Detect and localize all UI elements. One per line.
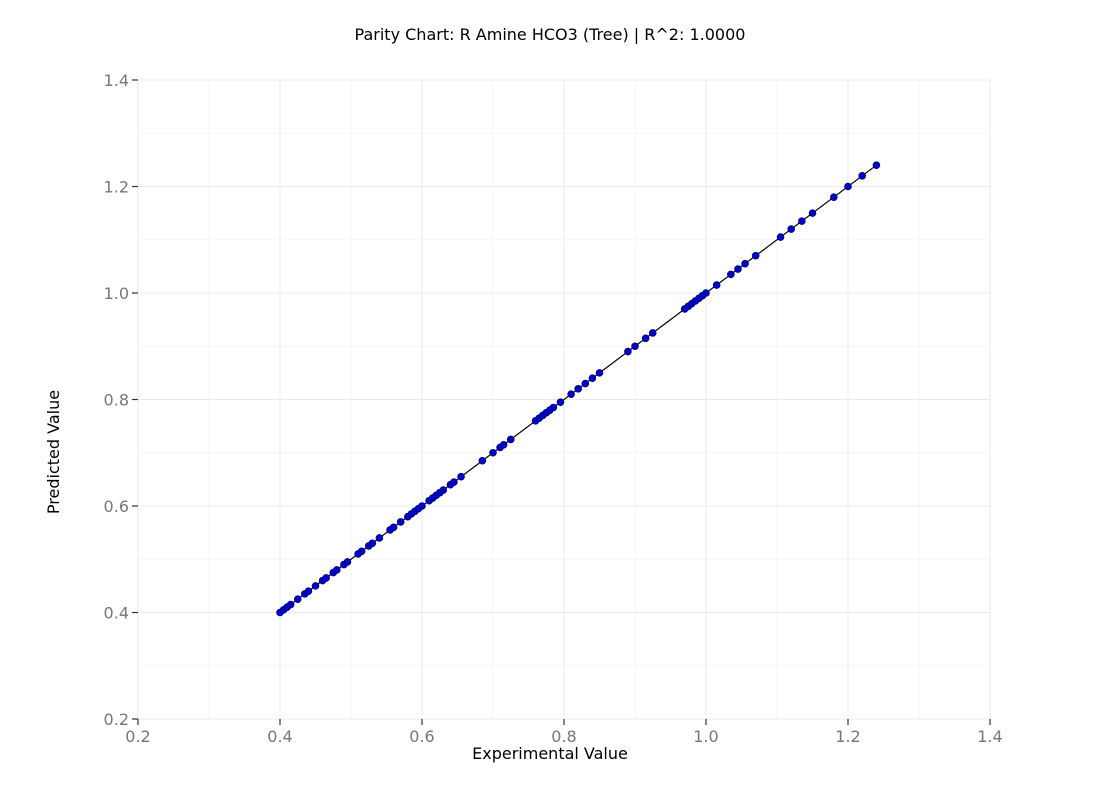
data-point xyxy=(389,523,398,532)
data-point xyxy=(478,456,487,465)
chart-title: Parity Chart: R Amine HCO3 (Tree) | R^2:… xyxy=(355,25,746,44)
x-axis-label: Experimental Value xyxy=(472,744,628,763)
data-point xyxy=(574,385,583,393)
axis-tick-labels: 0.2 0.4 0.6 0.8 1.0 1.2 1.4 0.2 0.4 0.6 0.8 1.0 1.2 1… xyxy=(104,71,1003,746)
y-tick-label: 1.0 xyxy=(104,284,129,303)
y-axis-label: Predicted Value xyxy=(44,390,63,514)
data-point xyxy=(286,600,295,609)
data-point xyxy=(648,329,657,337)
x-tick-label: 1.0 xyxy=(693,727,718,746)
data-point xyxy=(333,566,341,574)
data-point xyxy=(556,398,565,406)
data-point xyxy=(776,233,785,241)
data-point xyxy=(450,478,458,486)
data-point xyxy=(293,595,302,603)
data-point xyxy=(499,440,508,449)
data-point xyxy=(741,259,749,268)
data-point xyxy=(712,281,721,289)
data-point xyxy=(751,251,760,260)
data-point xyxy=(489,448,497,457)
data-point xyxy=(872,161,881,169)
data-point xyxy=(418,502,426,510)
data-point xyxy=(641,334,650,343)
data-point xyxy=(830,193,838,201)
data-point xyxy=(375,534,384,542)
y-tick-label: 0.2 xyxy=(104,710,129,729)
data-point xyxy=(549,403,558,412)
data-point xyxy=(727,270,735,279)
x-tick-label: 0.8 xyxy=(551,727,576,746)
x-tick-label: 1.4 xyxy=(977,727,1002,746)
x-tick-label: 0.6 xyxy=(409,727,434,746)
data-point xyxy=(581,379,590,388)
data-point xyxy=(595,369,604,377)
data-point xyxy=(858,172,867,180)
data-point xyxy=(787,225,796,233)
data-point xyxy=(439,486,448,494)
data-point xyxy=(808,209,817,217)
x-tick-label: 1.2 xyxy=(835,727,860,746)
data-point xyxy=(588,374,597,383)
data-point xyxy=(844,182,852,191)
data-point xyxy=(322,574,330,582)
data-point xyxy=(624,347,632,356)
data-point xyxy=(631,342,639,351)
data-point xyxy=(304,587,313,596)
data-point xyxy=(396,518,405,526)
y-tick-label: 1.2 xyxy=(104,178,129,197)
data-point xyxy=(734,265,742,273)
data-point xyxy=(798,217,806,225)
data-point xyxy=(343,558,352,566)
data-point xyxy=(457,472,465,481)
axis-ticks xyxy=(132,79,991,725)
y-tick-label: 0.6 xyxy=(104,497,129,516)
data-point xyxy=(567,390,575,398)
data-point xyxy=(311,582,320,590)
data-point xyxy=(357,547,366,556)
y-tick-label: 0.8 xyxy=(104,391,129,410)
data-point xyxy=(506,435,515,444)
data-points xyxy=(276,161,881,617)
data-point xyxy=(368,539,377,548)
data-point xyxy=(702,289,710,297)
y-tick-label: 0.4 xyxy=(104,604,129,623)
x-tick-label: 0.4 xyxy=(267,727,292,746)
y-tick-label: 1.4 xyxy=(104,71,129,90)
x-tick-label: 0.2 xyxy=(125,727,150,746)
